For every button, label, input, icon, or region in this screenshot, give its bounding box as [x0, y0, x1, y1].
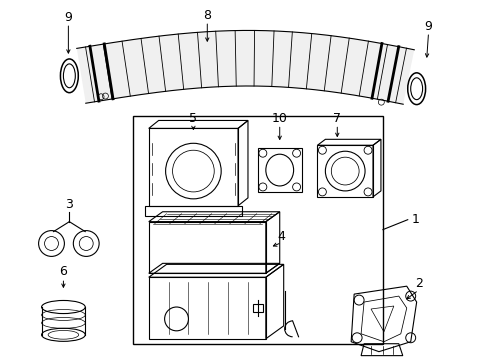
Text: 9: 9: [64, 11, 72, 24]
Text: 6: 6: [60, 265, 67, 278]
Text: 10: 10: [271, 112, 287, 125]
Bar: [133, 116, 382, 344]
Text: 4: 4: [277, 230, 285, 243]
Text: 7: 7: [333, 112, 341, 125]
Text: 8: 8: [203, 9, 211, 22]
Text: 3: 3: [65, 198, 73, 211]
Text: 9: 9: [424, 20, 431, 33]
Text: 5: 5: [189, 112, 197, 125]
Polygon shape: [77, 31, 413, 104]
Bar: [257, 148, 301, 192]
Text: 1: 1: [411, 213, 419, 226]
Text: 2: 2: [414, 277, 422, 290]
Bar: [252, 304, 263, 312]
